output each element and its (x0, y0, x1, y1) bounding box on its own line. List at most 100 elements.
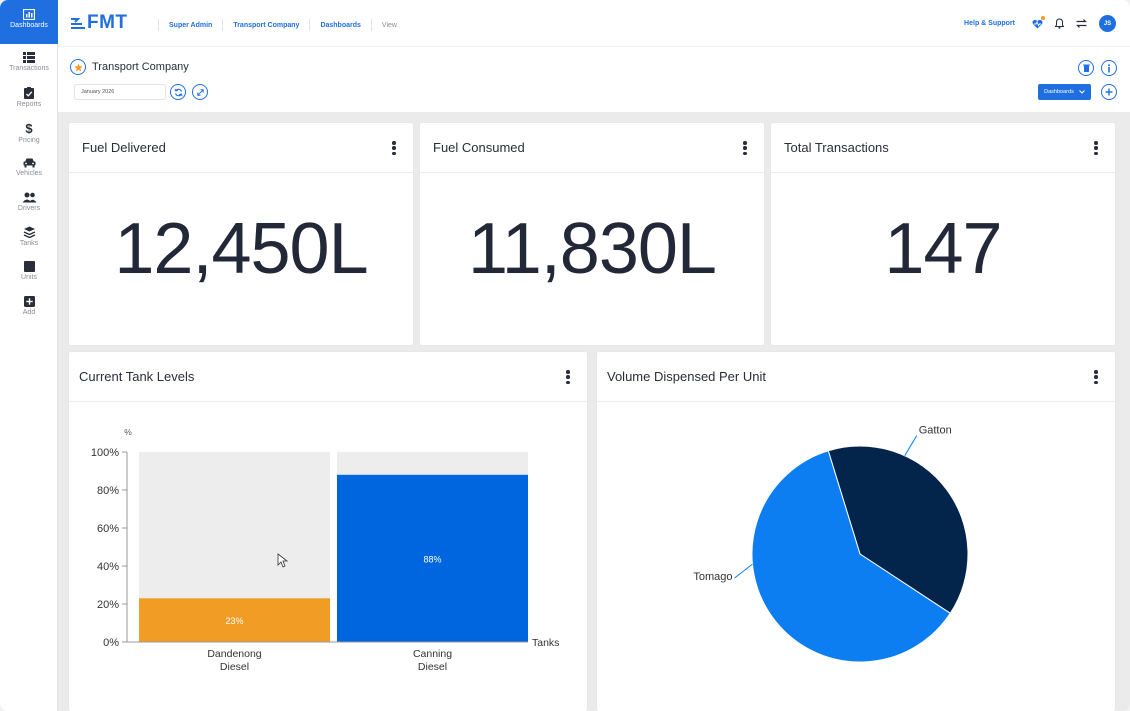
breadcrumb-divider (158, 19, 159, 31)
pie-slice-label: Tomago (693, 571, 732, 583)
sidebar-item-vehicles[interactable]: Vehicles (0, 153, 58, 189)
card-header: Fuel Consumed (420, 123, 764, 173)
more-options-icon[interactable] (1093, 141, 1099, 155)
page-title-text: Transport Company (92, 61, 189, 73)
card-title: Current Tank Levels (79, 369, 195, 384)
card-header: Total Transactions (771, 123, 1115, 173)
sidebar-item-label: Reports (16, 101, 42, 108)
y-tick-label: 0% (103, 637, 119, 649)
breadcrumb: Super Admin Transport Company Dashboards… (148, 19, 397, 31)
x-tick-label: Diesel (220, 661, 249, 673)
card-title: Fuel Delivered (82, 140, 166, 155)
bar (337, 474, 528, 642)
top-actions: Help & Support JS (964, 15, 1116, 32)
sidebar-item-dashboards[interactable]: Dashboards (0, 0, 58, 44)
sidebar-item-label: Units (21, 274, 37, 281)
list-icon (23, 52, 35, 63)
layers-icon (23, 226, 35, 238)
logo-arrows-icon (71, 18, 85, 29)
sidebar-item-label: Pricing (18, 137, 40, 144)
kpi-value: 11,830L (468, 209, 717, 289)
health-heart-icon[interactable] (1029, 15, 1045, 32)
sidebar-item-drivers[interactable]: Drivers (0, 188, 58, 224)
plus-icon (1105, 88, 1113, 96)
volume-dispensed-pie-chart: Gatton Tomago (693, 425, 969, 663)
sidebar-item-reports[interactable]: Reports (0, 83, 58, 119)
card-header: Fuel Delivered (69, 123, 413, 173)
svg-text:$: $ (25, 122, 33, 135)
breadcrumb-transport-company[interactable]: Transport Company (233, 21, 300, 29)
x-axis-label: Tanks (532, 637, 559, 649)
logo-text: FMT (87, 12, 128, 33)
chevron-down-icon (1078, 90, 1085, 94)
card-header: Current Tank Levels (69, 352, 587, 402)
breadcrumb-divider (222, 19, 224, 31)
month-picker-input[interactable]: January 2026 (74, 84, 166, 100)
kpi-card-total-transactions: Total Transactions 147 (771, 123, 1115, 345)
x-tick-label: Dandenong (207, 648, 261, 660)
sidebar-item-label: Dashboards (10, 22, 48, 29)
user-avatar[interactable]: JS (1099, 15, 1116, 32)
data-label: 88% (423, 554, 441, 564)
kpi-card-fuel-delivered: Fuel Delivered 12,450L (69, 123, 413, 345)
delete-button[interactable] (1078, 60, 1094, 76)
dashboards-dropdown-button[interactable]: Dashboards (1038, 84, 1091, 100)
card-title: Volume Dispensed Per Unit (607, 369, 766, 384)
pie-slice (751, 450, 951, 663)
y-tick-label: 40% (97, 561, 119, 573)
more-options-icon[interactable] (1093, 370, 1099, 384)
pie-leader-line (734, 563, 753, 579)
top-bar: FMT Super Admin Transport Company Dashbo… (58, 0, 1130, 46)
page-title: Transport Company (70, 59, 189, 75)
sidebar-item-pricing[interactable]: $ Pricing (0, 118, 58, 154)
refresh-icon (173, 88, 183, 96)
info-icon (1108, 63, 1110, 72)
sidebar-item-units[interactable]: Units (0, 257, 58, 293)
bar-chart-icon (23, 9, 35, 20)
more-options-icon[interactable] (391, 141, 397, 155)
dashboards-button-label: Dashboards (1044, 89, 1074, 95)
users-icon (22, 192, 36, 203)
sidebar-item-label: Transactions (9, 65, 49, 72)
fullscreen-button[interactable] (192, 84, 208, 100)
more-options-icon[interactable] (565, 370, 571, 384)
car-icon (23, 158, 35, 168)
dollar-icon: $ (25, 122, 33, 135)
bar (139, 598, 330, 642)
sidebar-item-label: Tanks (19, 240, 39, 247)
sidebar-item-add[interactable]: Add (0, 292, 58, 328)
x-tick-label: Diesel (418, 661, 447, 673)
help-support-link[interactable]: Help & Support (964, 20, 1015, 27)
switch-arrows-icon[interactable] (1073, 16, 1089, 32)
breadcrumb-super-admin[interactable]: Super Admin (169, 21, 213, 29)
y-tick-label: 100% (91, 447, 119, 459)
breadcrumb-view: View (381, 21, 397, 29)
plus-square-icon (23, 296, 35, 307)
x-tick-label: Canning (413, 648, 452, 660)
y-tick-label: 20% (97, 599, 119, 611)
trash-icon (1082, 64, 1090, 72)
kpi-value: 147 (884, 209, 1002, 289)
y-tick-label: 80% (97, 485, 119, 497)
notification-dot (1041, 15, 1045, 20)
chart-card-tank-levels: Current Tank Levels % 0% 20% 40% 60% 80% 100% 2… (69, 352, 587, 711)
pie-slice-label: Gatton (919, 425, 952, 437)
kpi-value: 12,450L (114, 209, 368, 289)
add-dashboard-button[interactable] (1101, 84, 1117, 100)
refresh-button[interactable] (170, 84, 186, 100)
data-label: 23% (225, 616, 243, 626)
bell-icon[interactable] (1051, 16, 1067, 32)
card-title: Total Transactions (784, 140, 889, 155)
breadcrumb-dashboards[interactable]: Dashboards (320, 21, 361, 29)
breadcrumb-divider (309, 19, 311, 31)
favorite-star-icon[interactable] (70, 59, 86, 75)
sidebar: Dashboards Transactions Reports $ Pricin… (0, 0, 58, 711)
more-options-icon[interactable] (742, 141, 748, 155)
sidebar-item-label: Vehicles (15, 170, 43, 177)
sidebar-item-transactions[interactable]: Transactions (0, 48, 58, 84)
fmt-logo[interactable]: FMT (70, 12, 132, 34)
clipboard-check-icon (24, 87, 34, 99)
info-button[interactable] (1101, 60, 1117, 76)
sidebar-item-tanks[interactable]: Tanks (0, 222, 58, 258)
